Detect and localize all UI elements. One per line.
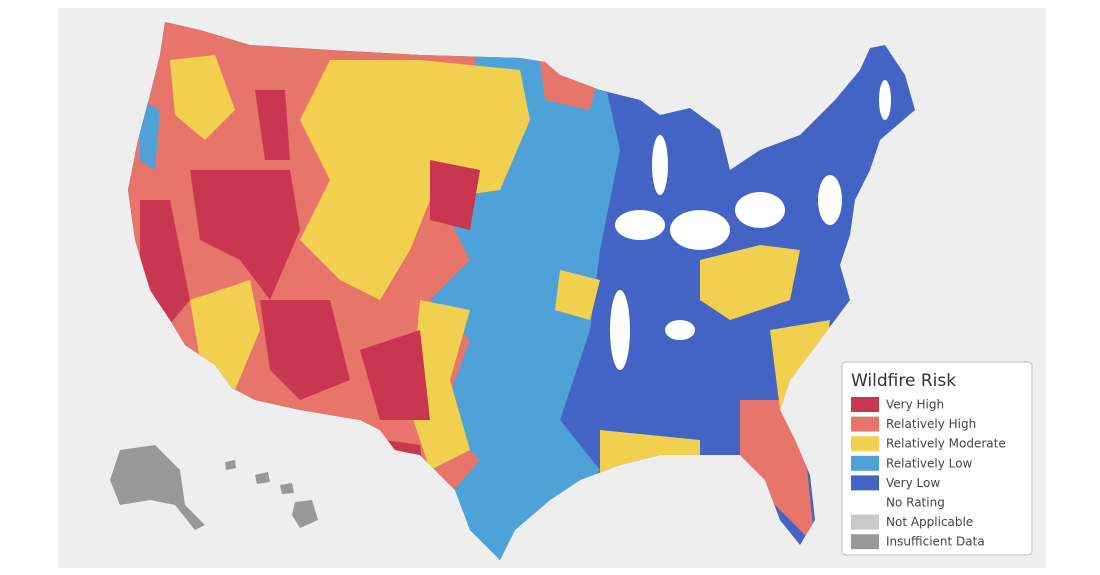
legend-swatch — [851, 534, 879, 550]
legend-title: Wildfire Risk — [851, 371, 956, 391]
legend: Wildfire Risk Very High Relatively High Re… — [841, 361, 1033, 556]
legend-swatch — [851, 436, 879, 452]
region-moderate-ozark — [555, 270, 600, 320]
region-very-high-great-basin — [190, 170, 300, 300]
hawaii-island-4 — [292, 500, 318, 528]
region-very-high-arizona — [260, 300, 350, 400]
region-very-high-idaho — [255, 90, 290, 160]
legend-swatch — [851, 495, 879, 510]
alaska-hawaii — [110, 445, 318, 530]
legend-label: Very Low — [886, 476, 940, 490]
legend-label: Not Applicable — [886, 515, 973, 529]
legend-box — [841, 361, 1033, 556]
region-very-high-california — [140, 200, 190, 330]
hawaii-island-3 — [280, 483, 294, 494]
legend-label: Relatively High — [886, 417, 976, 431]
region-low-coast — [140, 100, 160, 170]
region-no-rating — [610, 80, 891, 370]
legend-swatch — [851, 514, 879, 530]
legend-label: Insufficient Data — [886, 535, 985, 549]
region-moderate-northwest — [170, 55, 235, 140]
hawaii-island-1 — [225, 460, 236, 470]
legend-swatch — [851, 455, 879, 471]
legend-swatch — [851, 416, 879, 432]
region-moderate-plains — [410, 300, 470, 470]
legend-swatch — [851, 475, 879, 491]
legend-label: Relatively Moderate — [886, 437, 1006, 451]
legend-label: No Rating — [886, 496, 945, 510]
region-very-high-new-mexico — [360, 330, 430, 420]
region-moderate-mountain — [300, 60, 530, 300]
alaska — [110, 445, 205, 530]
region-very-high-dakota — [430, 160, 480, 230]
hawaii-island-2 — [255, 472, 270, 484]
legend-swatch — [851, 397, 879, 412]
region-moderate-appalachia — [700, 245, 800, 320]
legend-label: Very High — [886, 398, 944, 412]
legend-label: Relatively Low — [886, 456, 972, 470]
